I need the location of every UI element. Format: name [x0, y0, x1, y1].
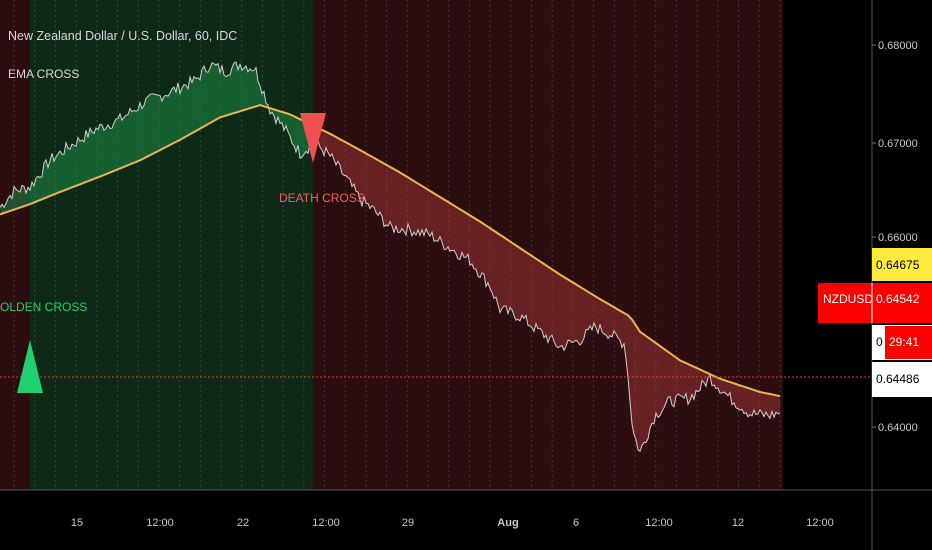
- gridlines: [13, 0, 781, 490]
- last-price-value: 0.64542: [876, 292, 920, 306]
- background-regions: [0, 0, 783, 490]
- symbol-price-tag: NZDUSD 0.64542: [818, 283, 932, 323]
- price-axis[interactable]: 0.68000 0.67000 0.66000 0.64000: [871, 0, 932, 490]
- bearish-region: [0, 0, 30, 490]
- time-tick: 12:00: [645, 517, 673, 529]
- time-tick: 22: [237, 517, 249, 529]
- chart-title: New Zealand Dollar / U.S. Dollar, 60, ID…: [8, 29, 237, 43]
- price-line: [0, 61, 781, 452]
- bar-countdown: 29:41: [889, 335, 919, 349]
- crosshair-price-value: 0.64486: [876, 372, 920, 386]
- ema-price-value: 0.64675: [876, 258, 920, 272]
- time-tick: 12:00: [806, 517, 834, 529]
- time-tick: 12:00: [146, 517, 174, 529]
- symbol-label: NZDUSD: [823, 292, 873, 306]
- time-tick: 29: [402, 517, 414, 529]
- time-tick: 12: [732, 517, 744, 529]
- price-tick: 0.64000: [878, 422, 918, 434]
- time-axis[interactable]: 15 12:00 22 12:00 29 Aug 6 12:00 12 12:0…: [0, 489, 932, 550]
- time-tick: 15: [71, 517, 83, 529]
- time-tick: 12:00: [312, 517, 340, 529]
- golden-cross-marker: [17, 340, 43, 393]
- bullish-region: [30, 0, 313, 490]
- price-tick: 0.66000: [878, 232, 918, 244]
- death-cross-label: DEATH CROSS: [279, 191, 365, 205]
- ema-price-tag: 0.64675: [872, 248, 932, 281]
- price-tick: 0.67000: [878, 138, 918, 150]
- golden-cross-label: OLDEN CROSS: [0, 300, 87, 314]
- bearish-fill: [314, 126, 780, 452]
- time-tick: Aug: [497, 517, 518, 529]
- bullish-fill: [0, 62, 313, 214]
- death-cross-marker: [300, 113, 326, 163]
- time-tick: 6: [573, 517, 579, 529]
- countdown-tag: 0 29:41: [872, 325, 932, 360]
- bearish-region: [313, 0, 783, 490]
- countdown-prefix: 0: [876, 335, 883, 349]
- indicator-label[interactable]: EMA CROSS: [8, 67, 79, 81]
- ema-line: [0, 104, 781, 398]
- crosshair-price-tag: 0.64486: [872, 362, 932, 397]
- price-tick: 0.68000: [878, 40, 918, 52]
